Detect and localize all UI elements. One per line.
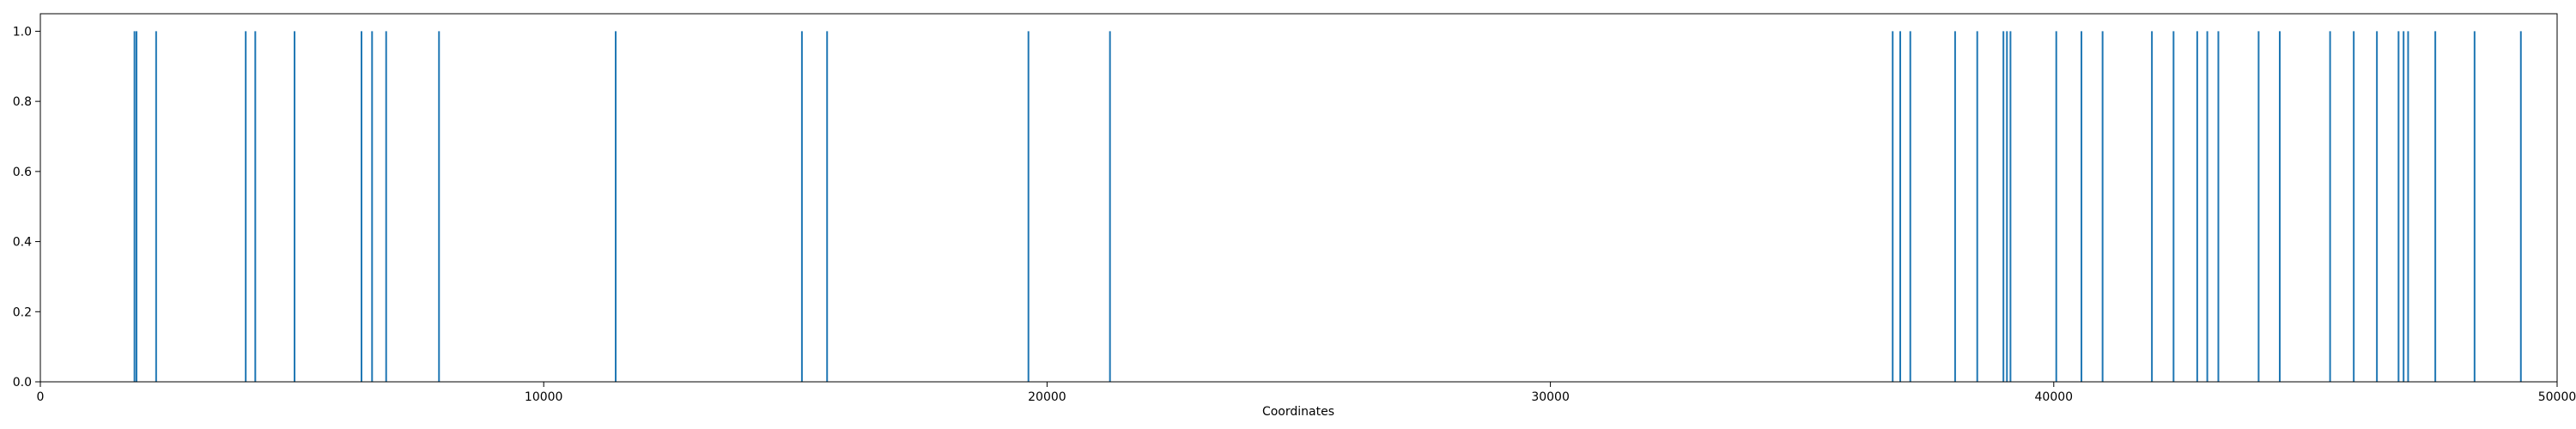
x-tick-label: 10000 <box>525 390 563 404</box>
y-tick-label: 0.8 <box>13 95 32 109</box>
plot-area-background <box>40 14 2557 382</box>
x-tick-label: 40000 <box>2035 390 2074 404</box>
y-tick-label: 0.4 <box>13 236 32 250</box>
bar-series <box>133 31 2522 382</box>
x-axis-label: Coordinates <box>1262 405 1334 419</box>
y-tick-label: 0.6 <box>13 166 32 179</box>
x-axis: 0 10000 20000 30000 40000 50000 <box>37 382 2576 404</box>
x-tick-label: 50000 <box>2538 390 2576 404</box>
y-tick-label: 0.2 <box>13 305 32 319</box>
y-tick-label: 1.0 <box>13 25 32 39</box>
plot-frame <box>39 13 2558 383</box>
y-axis: 0.0 0.2 0.4 0.6 0.8 1.0 <box>13 25 40 390</box>
x-tick-label: 30000 <box>1531 390 1570 404</box>
y-tick-label: 0.0 <box>13 376 32 390</box>
x-tick-label: 20000 <box>1028 390 1066 404</box>
x-tick-label: 0 <box>37 390 45 404</box>
